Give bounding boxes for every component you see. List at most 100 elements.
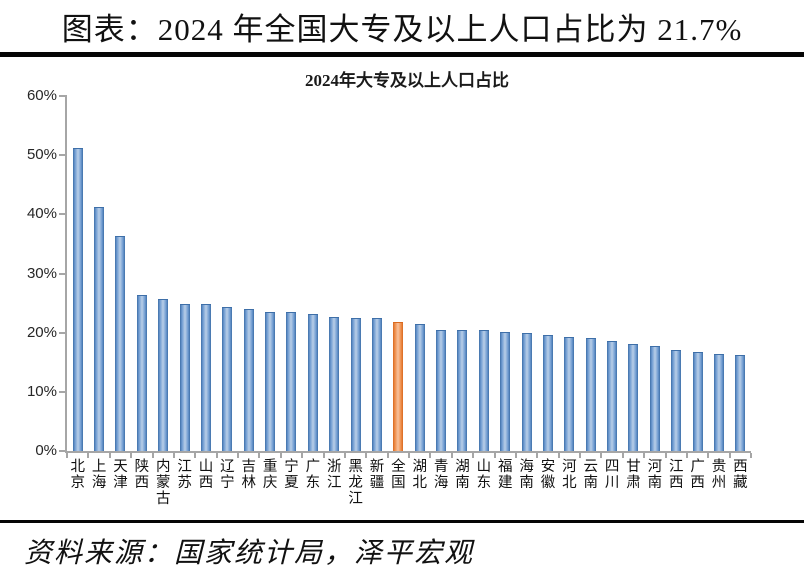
x-axis-tick [643, 453, 646, 458]
bar-安徽 [542, 335, 553, 451]
bar-广西 [692, 351, 703, 451]
bar-福建 [500, 332, 511, 451]
page-title: 图表：2024 年全国大专及以上人口占比为 21.7% [61, 12, 743, 47]
x-axis-tick [87, 453, 90, 458]
bar-浙江 [329, 317, 340, 451]
x-axis-label-海南: 海 南 [519, 459, 534, 491]
x-axis-label-西藏: 西 藏 [733, 459, 748, 491]
y-axis-tick [59, 154, 67, 157]
x-axis-label-内蒙古: 内 蒙 古 [155, 459, 171, 507]
x-axis-tick [237, 453, 239, 458]
x-axis-tick [450, 453, 453, 458]
y-axis-label: 0% [35, 442, 57, 459]
bar-辽宁 [222, 307, 233, 451]
x-axis-label-重庆: 重 庆 [262, 459, 278, 491]
source-note: 资料来源：国家统计局，泽平宏观 [24, 538, 475, 569]
x-axis-tick [493, 453, 496, 458]
x-axis-label-河南: 河 南 [647, 459, 663, 491]
bar-重庆 [265, 311, 276, 451]
bar-海南 [521, 332, 532, 451]
x-axis-label-江西: 江 西 [668, 459, 684, 491]
bar-广东 [307, 313, 318, 451]
x-axis-label-云南: 云 南 [583, 459, 598, 491]
x-axis-label-新疆: 新 疆 [369, 459, 385, 491]
y-axis-label: 60% [26, 87, 57, 104]
x-axis-tick [386, 453, 389, 458]
x-axis-tick [66, 453, 68, 458]
x-axis-label-天津: 天 津 [113, 459, 128, 491]
x-axis-tick [685, 453, 688, 458]
x-axis-label-广西: 广 西 [690, 459, 705, 491]
x-axis-tick [750, 453, 752, 458]
bar-天津 [115, 236, 126, 451]
bar-河北 [564, 337, 575, 451]
x-axis-tick [215, 453, 218, 458]
x-axis-label-江苏: 江 苏 [177, 459, 192, 491]
x-axis-tick [365, 453, 368, 458]
x-axis-tick [408, 453, 410, 458]
y-axis-tick [59, 272, 67, 275]
bar-山东 [478, 330, 489, 451]
bar-四川 [607, 341, 618, 451]
x-axis-label-河北: 河 北 [562, 459, 577, 491]
x-axis-label-陕西: 陕 西 [134, 459, 150, 491]
bar-陕西 [136, 294, 147, 451]
x-axis-label-福建: 福 建 [497, 459, 513, 491]
bar-山西 [200, 304, 211, 451]
x-axis-label-黑龙江: 黑 龙 江 [348, 459, 363, 507]
x-axis-tick [429, 453, 432, 458]
x-axis-tick [130, 453, 133, 458]
x-axis-tick [728, 453, 731, 458]
x-axis-label-甘肃: 甘 肃 [626, 459, 641, 491]
bar-黑龙江 [350, 318, 361, 451]
y-axis-tick [59, 390, 67, 393]
bar-湖南 [457, 330, 468, 451]
x-axis-label-湖北: 湖 北 [412, 459, 427, 491]
x-axis-label-四川: 四 川 [604, 459, 620, 491]
x-axis-tick [514, 453, 517, 458]
bar-新疆 [371, 318, 382, 451]
y-axis-label: 30% [26, 264, 57, 282]
x-axis-tick [172, 453, 175, 458]
bar-江苏 [179, 303, 190, 451]
bar-甘肃 [628, 343, 639, 451]
x-axis-label-上海: 上 海 [91, 459, 107, 491]
y-axis-tick [59, 95, 67, 97]
y-axis-tick [59, 213, 67, 216]
header-divider [0, 52, 804, 57]
x-axis-label-山东: 山 东 [476, 459, 492, 491]
bar-湖北 [414, 323, 425, 451]
y-axis-label: 20% [26, 323, 57, 341]
x-axis-label-广东: 广 东 [305, 459, 321, 491]
bar-云南 [585, 337, 596, 451]
x-axis-label-山西: 山 西 [198, 459, 214, 491]
bar-全国 [393, 321, 404, 451]
x-axis-tick [536, 453, 539, 458]
bar-青海 [436, 329, 447, 451]
bar-宁夏 [286, 311, 297, 451]
x-axis-tick [472, 453, 475, 458]
x-axis-label-湖南: 湖 南 [455, 459, 470, 491]
x-axis-tick [664, 453, 667, 458]
bar-上海 [94, 207, 105, 451]
x-axis-tick [579, 453, 581, 458]
y-axis-tick [59, 450, 67, 452]
x-axis-label-辽宁: 辽 宁 [220, 459, 235, 491]
x-axis-label-吉林: 吉 林 [241, 459, 256, 491]
footer-divider [0, 520, 804, 523]
x-axis-tick [301, 453, 304, 458]
bar-贵州 [713, 354, 724, 451]
chart-title: 2024年大专及以上人口占比 [305, 71, 509, 90]
x-axis-tick [707, 453, 710, 458]
x-axis-tick [557, 453, 560, 458]
y-axis-label: 40% [26, 205, 57, 223]
x-axis-label-青海: 青 海 [433, 459, 449, 491]
bar-河南 [649, 345, 660, 451]
x-axis-label-北京: 北 京 [70, 459, 85, 491]
x-axis-tick [258, 453, 261, 458]
x-axis-tick [194, 453, 197, 458]
x-axis-label-贵州: 贵 州 [711, 459, 727, 491]
bar-内蒙古 [158, 298, 169, 451]
x-axis-tick [600, 453, 603, 458]
